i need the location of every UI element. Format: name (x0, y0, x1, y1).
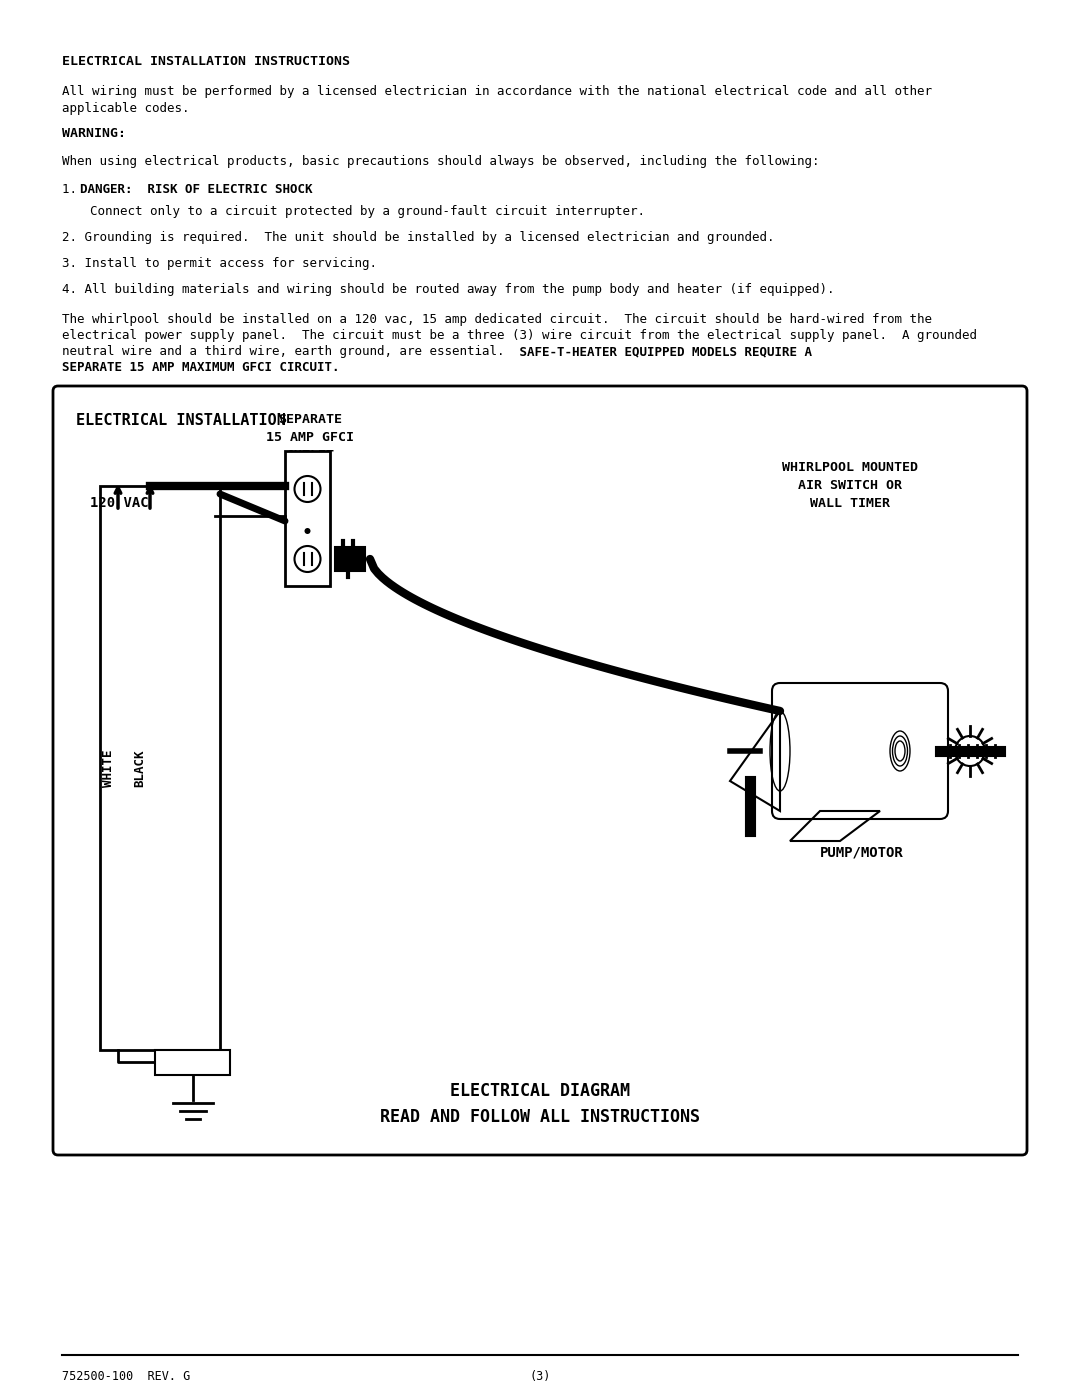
Text: GND.: GND. (178, 1052, 206, 1065)
Text: The whirlpool should be installed on a 120 vac, 15 amp dedicated circuit.  The c: The whirlpool should be installed on a 1… (62, 313, 932, 326)
Text: When using electrical products, basic precautions should always be observed, inc: When using electrical products, basic pr… (62, 155, 820, 168)
Text: 1.: 1. (62, 183, 84, 196)
Text: (3): (3) (529, 1370, 551, 1383)
Text: READ AND FOLLOW ALL INSTRUCTIONS: READ AND FOLLOW ALL INSTRUCTIONS (380, 1108, 700, 1126)
FancyBboxPatch shape (53, 386, 1027, 1155)
Circle shape (305, 528, 311, 534)
Bar (100, 486, 220, 1051)
Text: neutral wire and a third wire, earth ground, are essential.: neutral wire and a third wire, earth gro… (62, 345, 519, 358)
Bar (335, 548, 365, 571)
Text: DANGER:  RISK OF ELECTRIC SHOCK: DANGER: RISK OF ELECTRIC SHOCK (80, 183, 312, 196)
Text: SEPARATE
15 AMP GFCI
OUTLET: SEPARATE 15 AMP GFCI OUTLET (266, 414, 354, 462)
Text: WHIRLPOOL MOUNTED
AIR SWITCH OR
WALL TIMER: WHIRLPOOL MOUNTED AIR SWITCH OR WALL TIM… (782, 461, 918, 510)
Text: WARNING:: WARNING: (62, 127, 126, 140)
Text: Connect only to a circuit protected by a ground-fault circuit interrupter.: Connect only to a circuit protected by a… (90, 205, 645, 218)
Text: WHITE: WHITE (102, 749, 114, 787)
Text: PUMP/MOTOR: PUMP/MOTOR (820, 847, 904, 861)
Text: ELECTRICAL INSTALLATION INSTRUCTIONS: ELECTRICAL INSTALLATION INSTRUCTIONS (62, 54, 350, 68)
Text: 2. Grounding is required.  The unit should be installed by a licensed electricia: 2. Grounding is required. The unit shoul… (62, 231, 774, 244)
Bar (156, 1051, 230, 1076)
Text: SEPARATE 15 AMP MAXIMUM GFCI CIRCUIT.: SEPARATE 15 AMP MAXIMUM GFCI CIRCUIT. (62, 360, 339, 374)
Text: SAFE-T-HEATER EQUIPPED MODELS REQUIRE A: SAFE-T-HEATER EQUIPPED MODELS REQUIRE A (62, 345, 812, 358)
Text: 120 VAC: 120 VAC (90, 496, 149, 510)
Text: 4. All building materials and wiring should be routed away from the pump body an: 4. All building materials and wiring sho… (62, 284, 835, 296)
FancyBboxPatch shape (772, 683, 948, 819)
Text: All wiring must be performed by a licensed electrician in accordance with the na: All wiring must be performed by a licens… (62, 85, 932, 115)
Circle shape (966, 746, 975, 756)
Text: 752500-100  REV. G: 752500-100 REV. G (62, 1370, 190, 1383)
Bar (285, 451, 330, 585)
Text: BLACK: BLACK (134, 749, 147, 787)
Text: electrical power supply panel.  The circuit must be a three (3) wire circuit fro: electrical power supply panel. The circu… (62, 330, 977, 342)
Text: ELECTRICAL DIAGRAM: ELECTRICAL DIAGRAM (450, 1083, 630, 1099)
Text: 3. Install to permit access for servicing.: 3. Install to permit access for servicin… (62, 257, 377, 270)
Text: ELECTRICAL INSTALLATION: ELECTRICAL INSTALLATION (76, 414, 286, 427)
